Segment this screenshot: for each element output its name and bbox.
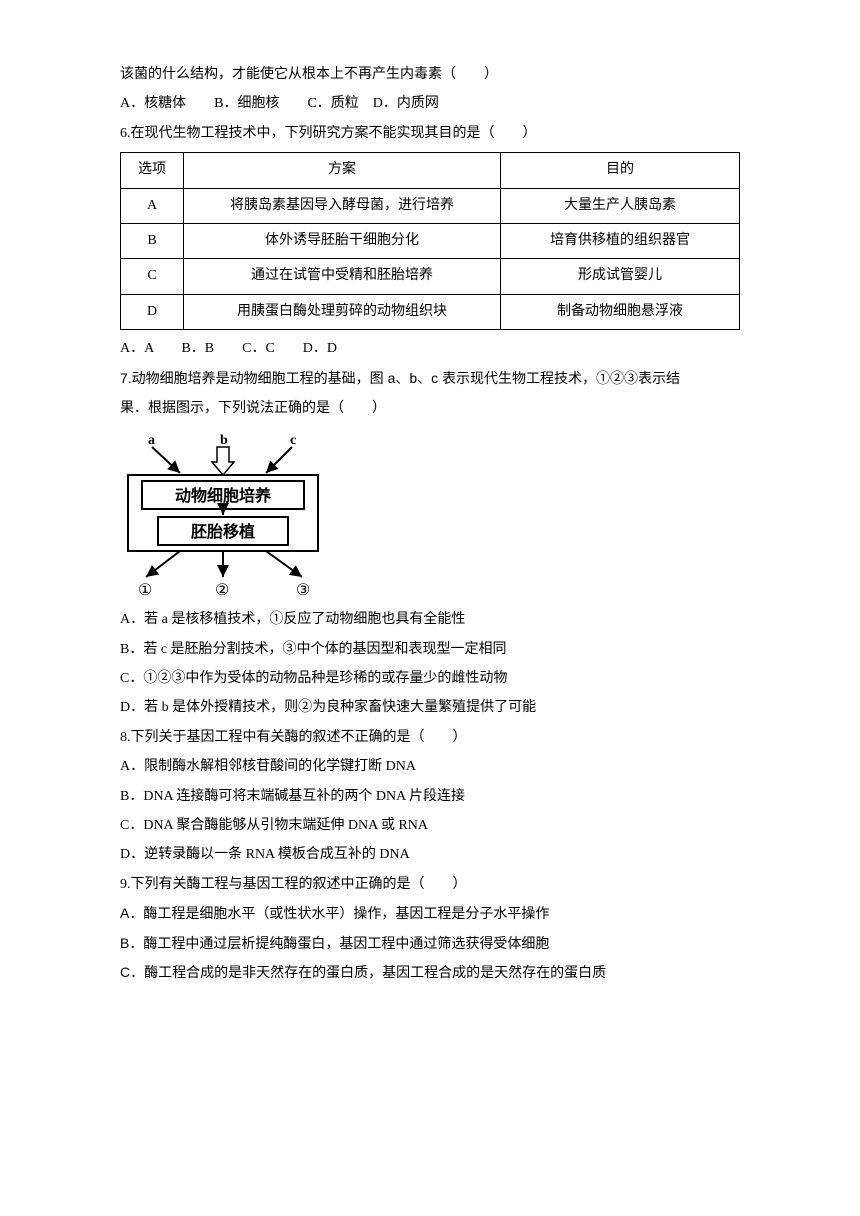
q8-stem: 8.下列关于基因工程中有关酶的叙述不正确的是（ ） bbox=[120, 723, 740, 752]
q6-cell-goal: 形成试管婴儿 bbox=[501, 259, 740, 294]
table-row: 选项 方案 目的 bbox=[121, 153, 740, 188]
q6-table: 选项 方案 目的 A 将胰岛素基因导入酵母菌，进行培养 大量生产人胰岛素 B 体… bbox=[120, 152, 740, 330]
q6-choices: A．A B．B C．C D．D bbox=[120, 334, 740, 363]
q8-opt-a: A．限制酶水解相邻核苷酸间的化学键打断 DNA bbox=[120, 752, 740, 781]
q7-diagram: a b c 动物细胞培养 胚胎移植 ① ② ③ bbox=[120, 429, 740, 599]
diagram-arrow bbox=[146, 551, 180, 577]
diagram-out3: ③ bbox=[296, 582, 310, 599]
q9-opt-b: B．酶工程中通过层析提纯酶蛋白，基因工程中通过筛选获得受体细胞 bbox=[120, 929, 740, 958]
q6-cell-plan: 用胰蛋白酶处理剪碎的动物组织块 bbox=[184, 294, 501, 329]
diagram-box2-text: 胚胎移植 bbox=[191, 522, 255, 541]
diagram-box1-text: 动物细胞培养 bbox=[175, 486, 272, 505]
q6-cell-opt: C bbox=[121, 259, 184, 294]
q7-opt-c: C．①②③中作为受体的动物品种是珍稀的或存量少的雌性动物 bbox=[120, 664, 740, 693]
table-row: B 体外诱导胚胎干细胞分化 培育供移植的组织器官 bbox=[121, 223, 740, 258]
diagram-arrow bbox=[152, 447, 180, 473]
q7-diagram-svg: a b c 动物细胞培养 胚胎移植 ① ② ③ bbox=[120, 429, 330, 599]
q7-opt-d: D．若 b 是体外授精技术，则②为良种家畜快速大量繁殖提供了可能 bbox=[120, 693, 740, 722]
q8-opt-d: D．逆转录酶以一条 RNA 模板合成互补的 DNA bbox=[120, 840, 740, 869]
q8-opt-b: B．DNA 连接酶可将末端碱基互补的两个 DNA 片段连接 bbox=[120, 782, 740, 811]
page: 该菌的什么结构，才能使它从根本上不再产生内毒素（ ） A．核糖体 B．细胞核 C… bbox=[0, 0, 860, 1216]
q6-stem: 6.在现代生物工程技术中，下列研究方案不能实现其目的是（ ） bbox=[120, 119, 740, 148]
q8-opt-c: C．DNA 聚合酶能够从引物末端延伸 DNA 或 RNA bbox=[120, 811, 740, 840]
q9-opt-a: A．酶工程是细胞水平（或性状水平）操作，基因工程是分子水平操作 bbox=[120, 899, 740, 928]
q6-cell-opt: D bbox=[121, 294, 184, 329]
q6-header-opt: 选项 bbox=[121, 153, 184, 188]
q6-cell-goal: 大量生产人胰岛素 bbox=[501, 188, 740, 223]
table-row: C 通过在试管中受精和胚胎培养 形成试管婴儿 bbox=[121, 259, 740, 294]
q7-opt-a: A．若 a 是核移植技术，①反应了动物细胞也具有全能性 bbox=[120, 605, 740, 634]
diagram-arrow bbox=[266, 551, 302, 577]
q6-header-goal: 目的 bbox=[501, 153, 740, 188]
q6-header-plan: 方案 bbox=[184, 153, 501, 188]
diagram-label-c: c bbox=[290, 433, 296, 448]
q9-opt-c: C．酶工程合成的是非天然存在的蛋白质，基因工程合成的是天然存在的蛋白质 bbox=[120, 958, 740, 987]
diagram-label-a: a bbox=[148, 433, 155, 448]
q6-cell-goal: 培育供移植的组织器官 bbox=[501, 223, 740, 258]
table-row: A 将胰岛素基因导入酵母菌，进行培养 大量生产人胰岛素 bbox=[121, 188, 740, 223]
q7-stem-1: 7.动物细胞培养是动物细胞工程的基础，图 a、b、c 表示现代生物工程技术，①②… bbox=[120, 364, 740, 394]
diagram-out2: ② bbox=[215, 582, 229, 599]
q9-stem: 9.下列有关酶工程与基因工程的叙述中正确的是（ ） bbox=[120, 870, 740, 899]
q5-options: A．核糖体 B．细胞核 C．质粒 D．内质网 bbox=[120, 89, 740, 118]
q6-cell-plan: 将胰岛素基因导入酵母菌，进行培养 bbox=[184, 188, 501, 223]
q7-stem-1-text: 7.动物细胞培养是动物细胞工程的基础，图 a、b、c 表示现代生物工程技术，①②… bbox=[120, 370, 680, 386]
q7-opt-b: B．若 c 是胚胎分割技术，③中个体的基因型和表现型一定相同 bbox=[120, 635, 740, 664]
q6-cell-opt: B bbox=[121, 223, 184, 258]
diagram-hollow-arrow bbox=[212, 447, 234, 475]
diagram-out1: ① bbox=[138, 582, 152, 599]
q6-cell-goal: 制备动物细胞悬浮液 bbox=[501, 294, 740, 329]
q6-cell-plan: 体外诱导胚胎干细胞分化 bbox=[184, 223, 501, 258]
q7-stem-2: 果．根据图示，下列说法正确的是（ ） bbox=[120, 394, 740, 423]
diagram-arrow bbox=[266, 447, 292, 473]
diagram-label-b: b bbox=[220, 433, 228, 448]
q6-cell-plan: 通过在试管中受精和胚胎培养 bbox=[184, 259, 501, 294]
table-row: D 用胰蛋白酶处理剪碎的动物组织块 制备动物细胞悬浮液 bbox=[121, 294, 740, 329]
q5-tail-line1: 该菌的什么结构，才能使它从根本上不再产生内毒素（ ） bbox=[120, 60, 740, 89]
q6-cell-opt: A bbox=[121, 188, 184, 223]
